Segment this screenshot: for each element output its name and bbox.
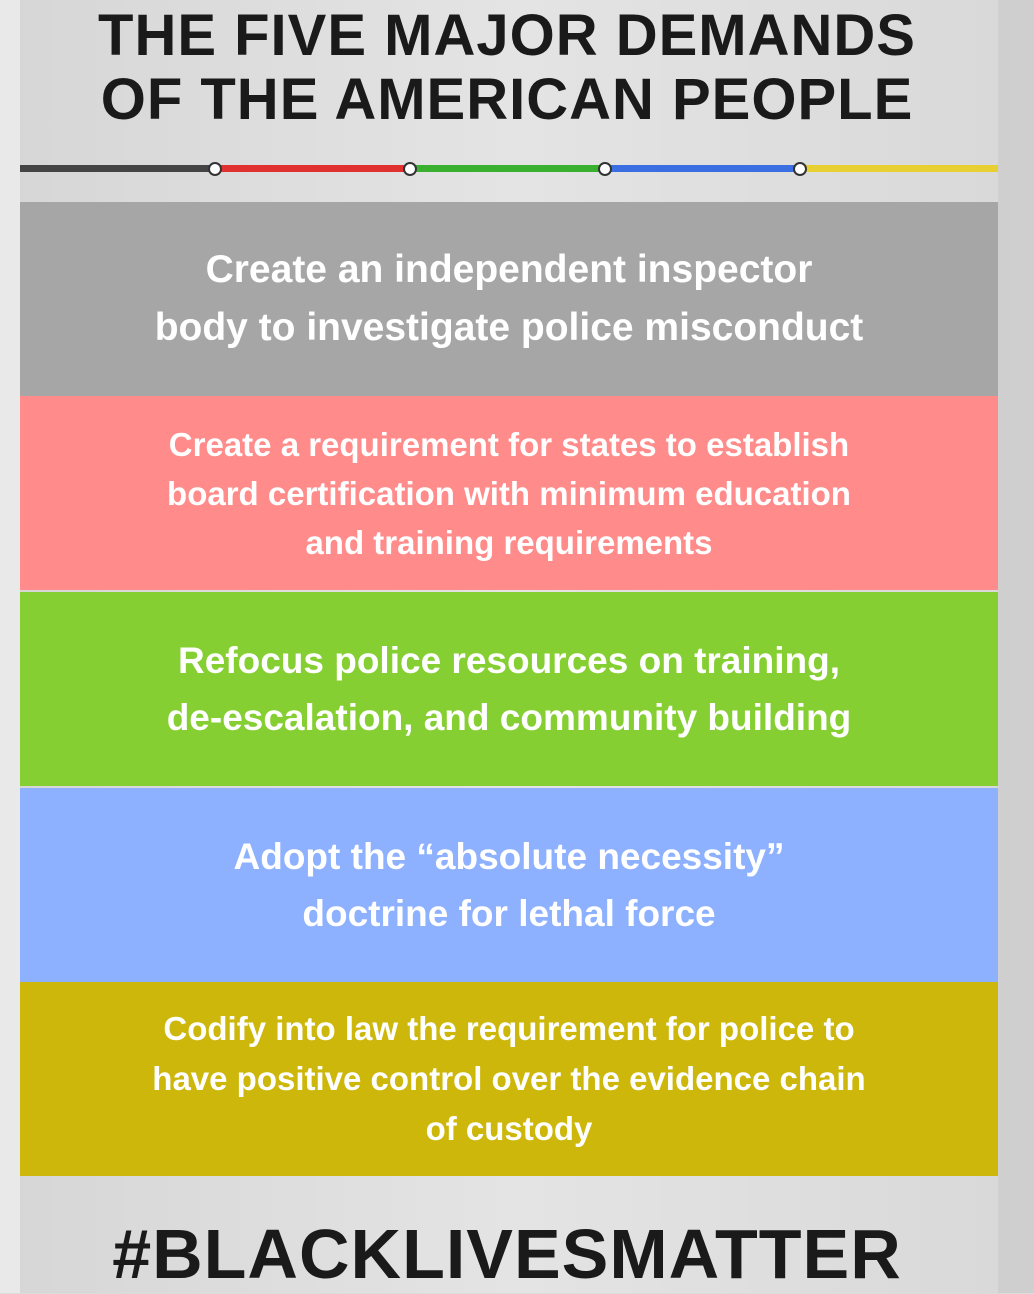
- demand-text-2: Create a requirement for states to estab…: [167, 425, 851, 561]
- timeline-node-1: [208, 162, 222, 176]
- demand-text-4: Adopt the “absolute necessity” doctrine …: [233, 836, 785, 934]
- poster-title: THE FIVE MAJOR DEMANDS OF THE AMERICAN P…: [0, 4, 1014, 132]
- demand-card-2: Create a requirement for states to estab…: [20, 396, 998, 590]
- timeline-node-3: [598, 162, 612, 176]
- demand-text-1: Create an independent inspector body to …: [154, 248, 864, 349]
- hashtag: #BLACKLIVESMATTER: [112, 1215, 902, 1293]
- demand-card-1: Create an independent inspector body to …: [20, 202, 998, 396]
- timeline-segment-black: [20, 165, 215, 172]
- left-margin: [0, 0, 20, 1293]
- color-timeline: [20, 162, 998, 176]
- demand-card-4: Adopt the “absolute necessity” doctrine …: [20, 788, 998, 982]
- demand-text-5: Codify into law the requirement for poli…: [152, 1010, 866, 1147]
- timeline-segment-blue: [605, 165, 800, 172]
- timeline-segment-green: [410, 165, 605, 172]
- demand-card-3: Refocus police resources on training, de…: [20, 592, 998, 786]
- title-line-2: OF THE AMERICAN PEOPLE: [100, 67, 914, 132]
- demand-text-3: Refocus police resources on training, de…: [166, 640, 852, 738]
- demand-card-5: Codify into law the requirement for poli…: [20, 982, 998, 1176]
- timeline-segment-red: [215, 165, 410, 172]
- timeline-node-2: [403, 162, 417, 176]
- timeline-segment-yellow: [800, 165, 998, 172]
- right-margin: [998, 0, 1034, 1293]
- title-line-1: THE FIVE MAJOR DEMANDS: [98, 3, 916, 68]
- timeline-node-4: [793, 162, 807, 176]
